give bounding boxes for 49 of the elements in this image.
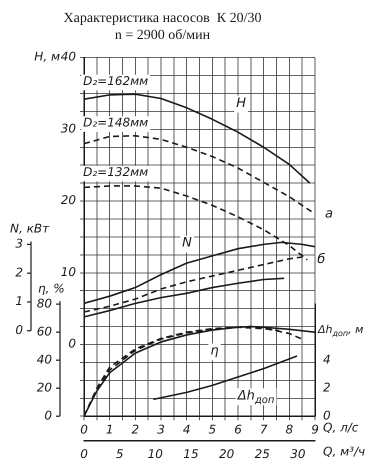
- y-tick-label: 60: [36, 324, 52, 338]
- x2-tick-label: 30: [290, 446, 306, 461]
- x-axis-title: Q, л/с: [323, 420, 359, 434]
- y-tick-label: 20: [60, 193, 76, 208]
- chart-title: Характеристика насосов К 20/30: [64, 11, 262, 26]
- y2-tick-label: 0: [15, 322, 24, 337]
- y-tick-label: 40: [60, 50, 76, 64]
- y-axis-title: η, %: [38, 281, 65, 296]
- x2-tick-label: 20: [218, 446, 235, 461]
- y-tick-label: 10: [60, 264, 76, 279]
- series-label: D₂=148мм: [83, 116, 148, 130]
- x2-tick-label: 25: [254, 446, 270, 461]
- y-tick-label: 20: [36, 380, 52, 394]
- x-tick-label: 0: [80, 422, 88, 437]
- series-label: D₂=162мм: [83, 74, 148, 88]
- chart-subtitle: n = 2900 об/мин: [114, 28, 211, 43]
- series-label: D₂=132мм: [83, 165, 148, 180]
- y2-tick-label: 3: [15, 236, 23, 251]
- y-tick-label: 30: [60, 121, 76, 136]
- y2-tick-label: 2: [15, 265, 23, 280]
- y-axis-title: H, м: [34, 50, 60, 64]
- x2-tick-label: 15: [183, 446, 199, 461]
- annotation: N: [182, 236, 192, 251]
- x-tick-label: 1: [106, 422, 114, 437]
- y2-axis-title: N, кВт: [10, 222, 50, 236]
- x-tick-label: 9: [311, 422, 319, 437]
- y2-tick-label: 1: [15, 294, 23, 308]
- x-tick-label: 3: [157, 422, 165, 437]
- annotation: б: [317, 252, 326, 268]
- annotation: а: [325, 206, 333, 222]
- y-tick-label: 80: [36, 296, 52, 310]
- x-tick-label: 6: [234, 422, 242, 437]
- annotation: H: [236, 96, 246, 111]
- y2-tick-label: 0: [323, 408, 331, 422]
- x-tick-label: 4: [182, 422, 190, 437]
- annotation: η: [210, 344, 219, 359]
- x-tick-label: 2: [132, 422, 140, 437]
- y-tick-label: 40: [36, 352, 52, 366]
- y2-tick-label: 4: [323, 352, 331, 366]
- y-tick-label: 0: [44, 408, 52, 422]
- x2-axis-title: Q, м³/ч: [323, 444, 366, 459]
- x-tick-label: 7: [260, 422, 268, 437]
- x2-tick-label: 0: [80, 446, 88, 461]
- x-tick-label: 5: [208, 422, 216, 437]
- x2-tick-label: 5: [116, 446, 124, 461]
- x-tick-label: 8: [286, 422, 294, 437]
- x2-tick-label: 10: [148, 446, 164, 461]
- y-tick-label: 0: [68, 336, 76, 351]
- y2-tick-label: 2: [323, 380, 331, 394]
